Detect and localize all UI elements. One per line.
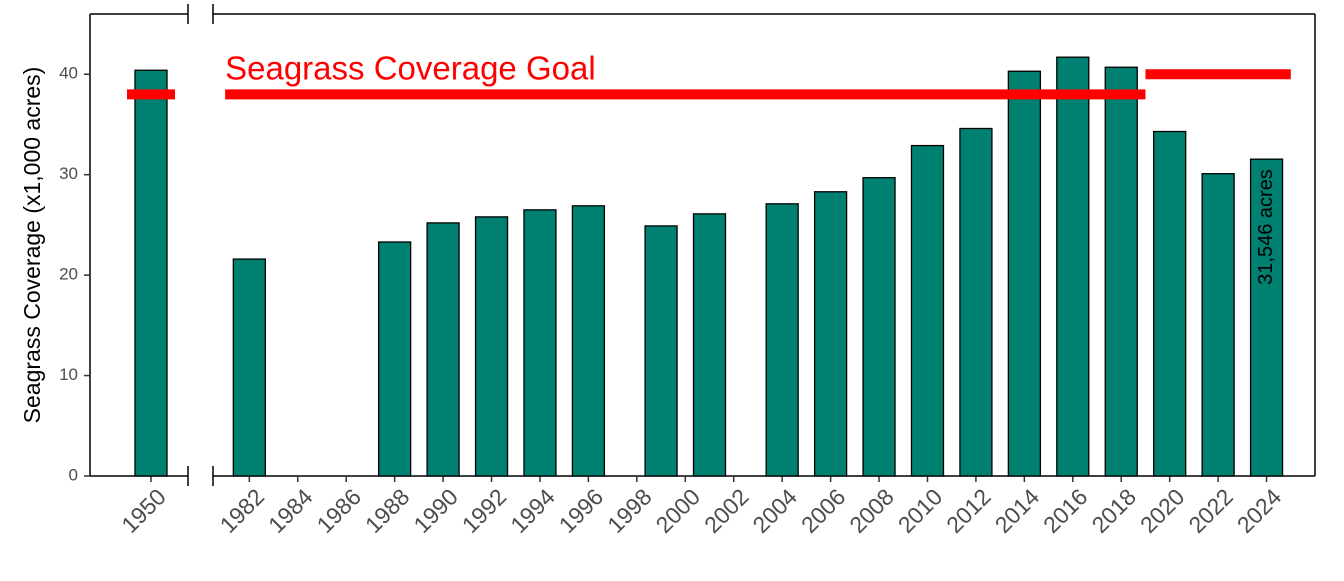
bar xyxy=(474,216,509,477)
x-tick-label: 2018 xyxy=(1087,483,1142,538)
x-tick-label: 2012 xyxy=(941,483,996,538)
bar xyxy=(910,144,945,477)
x-tick-label: 1998 xyxy=(602,483,657,538)
x-tick-label: 2024 xyxy=(1232,483,1287,538)
y-tick-label: 30 xyxy=(59,164,78,183)
bar xyxy=(134,69,168,477)
x-tick-label: 2010 xyxy=(893,483,948,538)
annotation: Seagrass Coverage Goal xyxy=(225,50,596,87)
x-tick-label: 1988 xyxy=(360,483,415,538)
bar xyxy=(1201,173,1235,477)
x-tick-label: 1990 xyxy=(408,483,463,538)
bar xyxy=(765,203,799,477)
x-tick-label: 1992 xyxy=(457,483,512,538)
x-tick-label: 2008 xyxy=(844,483,899,538)
bar xyxy=(1153,130,1187,477)
y-tick-label: 20 xyxy=(59,265,78,284)
value-label: 31,546 acres xyxy=(1255,169,1277,285)
bar xyxy=(377,241,412,477)
x-tick-label: 2006 xyxy=(796,483,851,538)
bar xyxy=(1007,70,1042,477)
bar xyxy=(959,127,993,477)
y-tick-label: 10 xyxy=(59,365,78,384)
x-tick-label: 2000 xyxy=(651,483,706,538)
y-tick-label: 40 xyxy=(59,64,78,83)
x-tick-label: 2002 xyxy=(699,483,754,538)
x-tick-label: 1982 xyxy=(215,483,270,538)
bar xyxy=(692,213,727,477)
x-tick-label: 2004 xyxy=(747,483,802,538)
bar xyxy=(1056,56,1090,477)
bar xyxy=(813,191,848,477)
bar xyxy=(644,225,678,477)
y-axis-label: Seagrass Coverage (x1,000 acres) xyxy=(19,67,45,424)
bar xyxy=(1104,66,1138,477)
bar xyxy=(426,222,460,477)
bar xyxy=(862,177,896,477)
bar xyxy=(1249,158,1284,477)
x-tick-label: 1950 xyxy=(116,483,171,538)
x-tick-label: 2016 xyxy=(1038,483,1093,538)
x-tick-label: 2014 xyxy=(990,483,1045,538)
x-tick-label: 1996 xyxy=(554,483,609,538)
x-tick-label: 2020 xyxy=(1135,483,1190,538)
bar xyxy=(232,258,266,477)
y-tick-label: 0 xyxy=(69,465,78,484)
x-tick-label: 1986 xyxy=(311,483,366,538)
x-tick-label: 2022 xyxy=(1183,483,1238,538)
x-tick-label: 1994 xyxy=(505,483,560,538)
bar xyxy=(571,205,606,477)
x-tick-label: 1984 xyxy=(263,483,318,538)
bar xyxy=(523,209,557,477)
